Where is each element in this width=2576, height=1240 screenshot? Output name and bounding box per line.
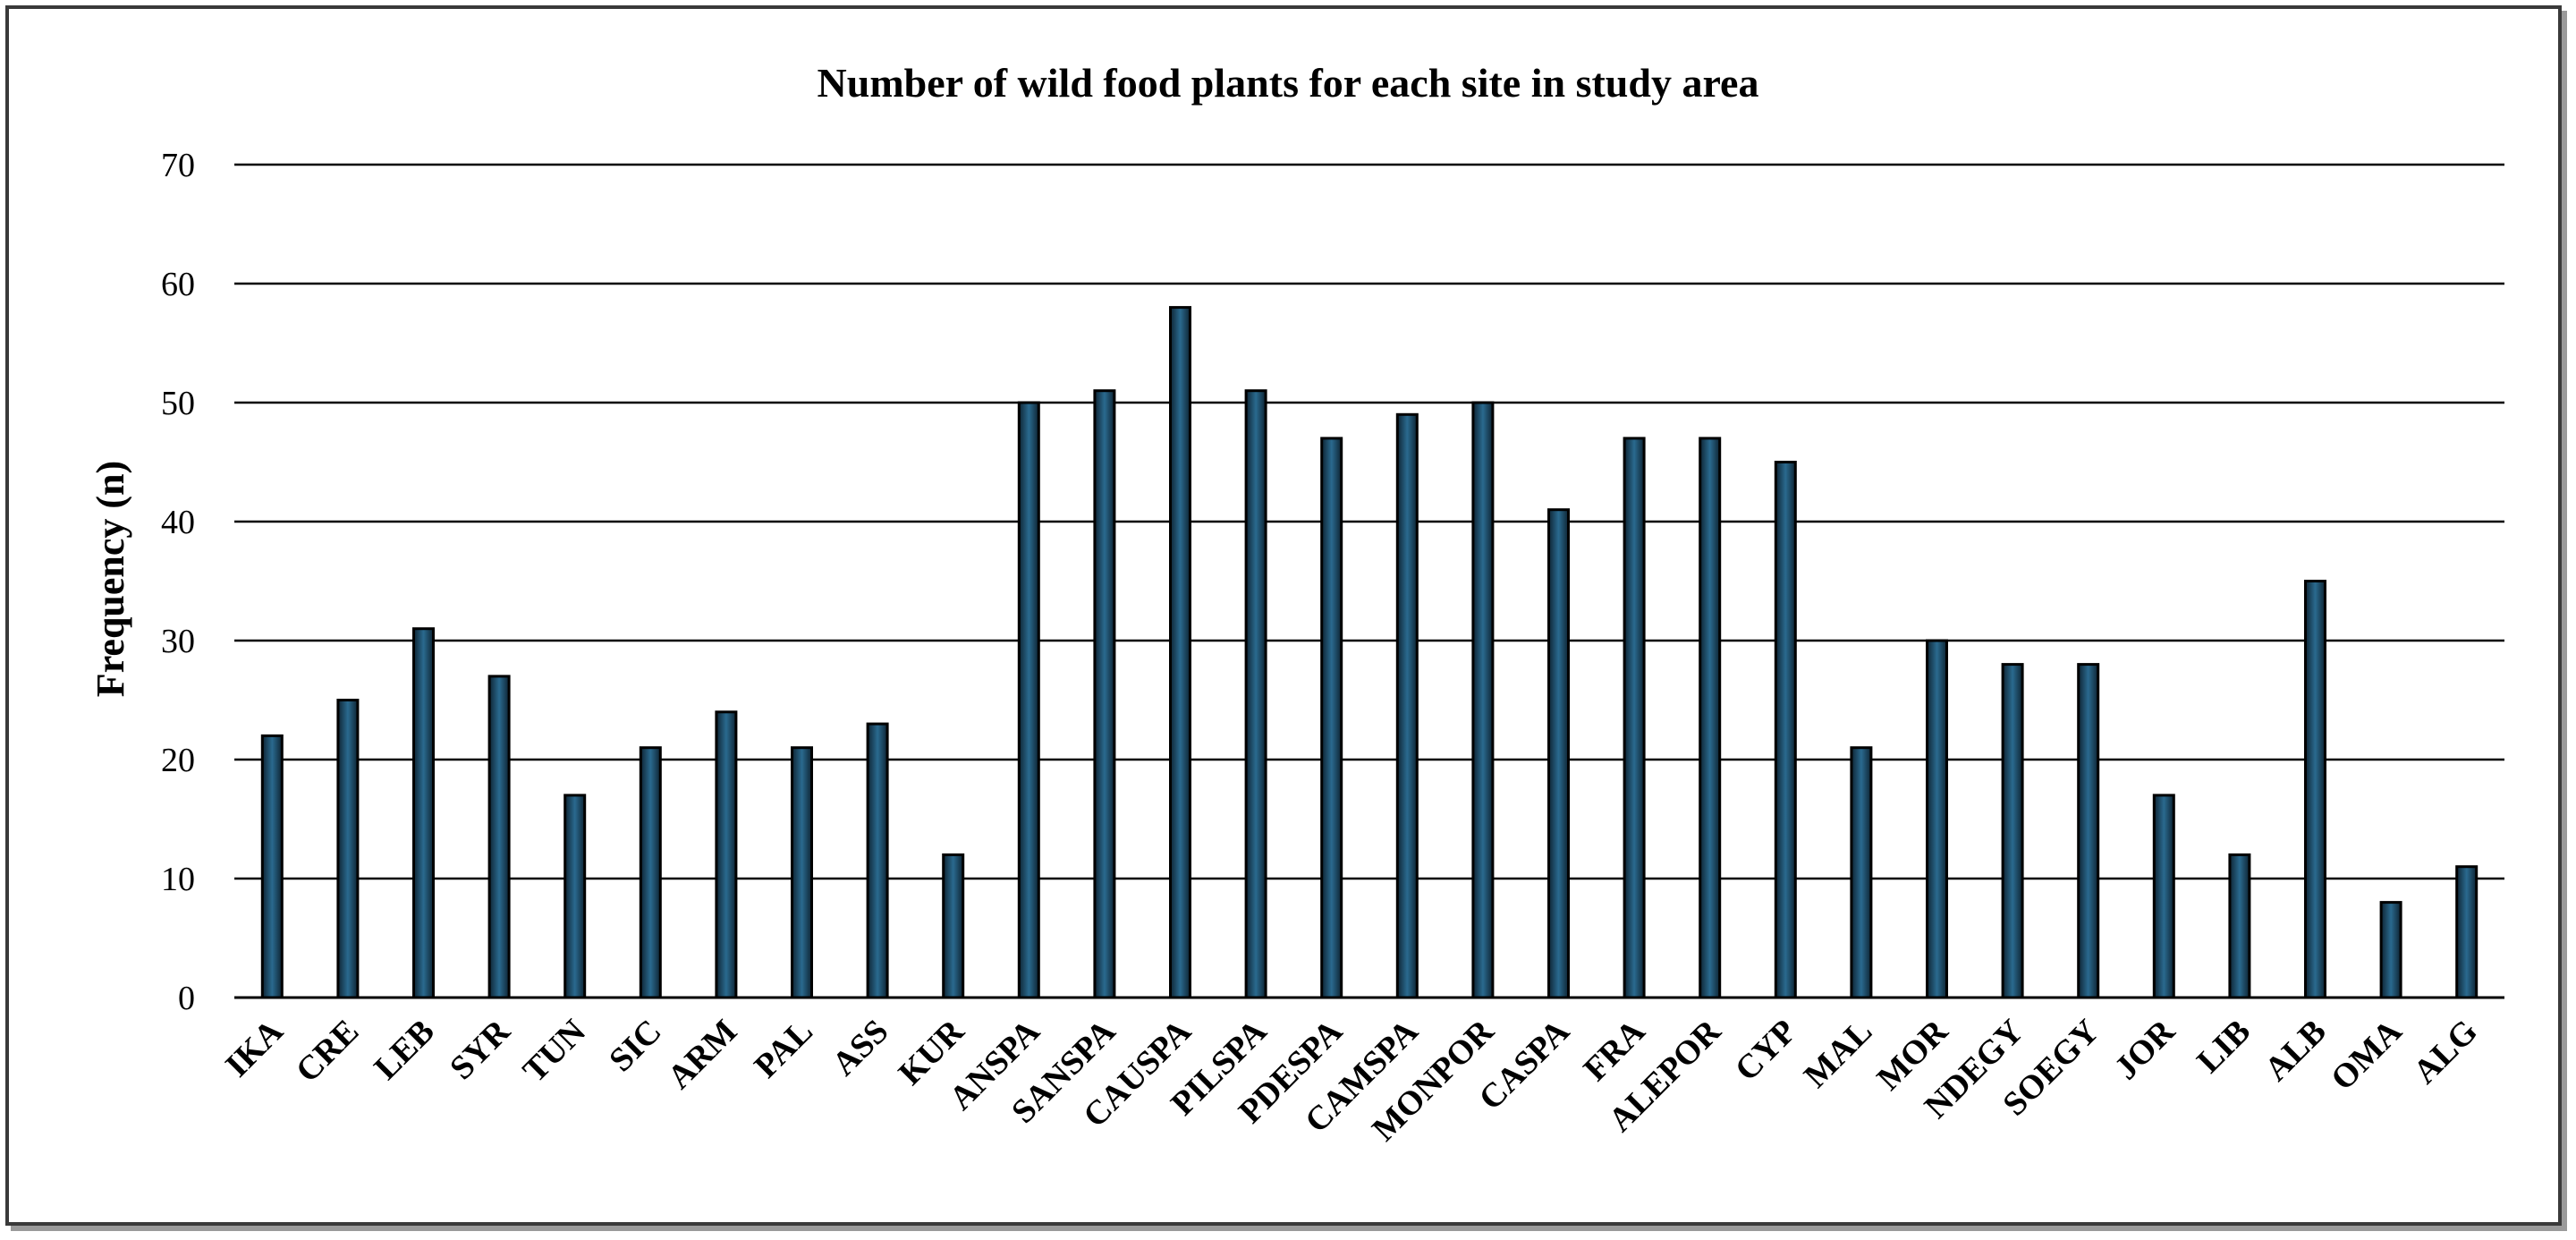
bar-mor [1926,639,1948,999]
x-tick-label: TUN [516,1013,593,1090]
bar-alb [2304,580,2326,999]
bar-kur [942,853,965,999]
y-tick-label: 10 [161,861,195,898]
bar-sanspa [1093,389,1116,999]
y-tick-label: 30 [161,623,195,660]
y-axis-ticks: 0 10 20 30 40 50 60 70 [161,147,195,1017]
x-tick-label: ALG [2406,1013,2485,1091]
x-tick-label: MAL [1797,1013,1879,1095]
bar-tun [564,794,587,999]
bar-sic [639,746,662,999]
x-tick-label: ASS [825,1013,895,1083]
y-tick-label: 60 [161,266,195,303]
y-tick-label: 70 [161,147,195,184]
chart-frame [5,5,2562,1226]
bar-cyp [1774,461,1797,999]
bar-arm [715,710,738,999]
y-tick-label: 40 [161,504,195,541]
bar-pdespa [1320,437,1343,999]
bar-lib [2228,853,2251,999]
bar-alepor [1699,437,1722,999]
x-tick-label: ALB [2258,1013,2334,1089]
bar-cre [336,699,360,999]
bar-ika [260,734,284,999]
x-tick-label: CRE [289,1013,366,1090]
bar-ass [866,722,889,999]
x-tick-label: IKA [218,1012,291,1084]
x-tick-label: JOR [2107,1012,2182,1087]
bar-ndegy [2001,663,2024,999]
x-tick-label: CYP [1728,1013,1804,1089]
bar-pal [791,746,813,999]
x-tick-label: LIB [2190,1013,2258,1081]
bar-pilspa [1244,389,1267,999]
y-axis-label: Frequency (n) [89,461,132,697]
bar-alg [2455,865,2479,999]
bar-anspa [1017,401,1040,999]
y-tick-label: 50 [161,385,195,422]
bar-syr [487,675,511,999]
gridlines [234,163,2504,999]
bar-monpor [1471,401,1495,999]
bar-jor [2152,794,2175,999]
chart-title: Number of wild food plants for each site… [818,60,1759,106]
y-tick-label: 0 [178,980,195,1017]
x-tick-label: ARM [660,1013,744,1097]
bar-leb [412,627,435,999]
bar-causpa [1169,306,1191,999]
bar-mal [1850,746,1873,999]
bar-caspa [1547,508,1570,999]
x-tick-label: OMA [2324,1012,2410,1098]
bar-camspa [1395,412,1419,999]
bars [260,306,2479,999]
x-tick-label: PAL [747,1013,819,1085]
x-tick-label: SIC [602,1013,669,1080]
x-tick-label: LEB [367,1013,441,1087]
x-tick-label: SYR [443,1012,518,1087]
bar-fra [1623,437,1646,999]
y-tick-label: 20 [161,742,195,779]
bar-oma [2379,901,2402,999]
bar-soegy [2077,663,2100,999]
